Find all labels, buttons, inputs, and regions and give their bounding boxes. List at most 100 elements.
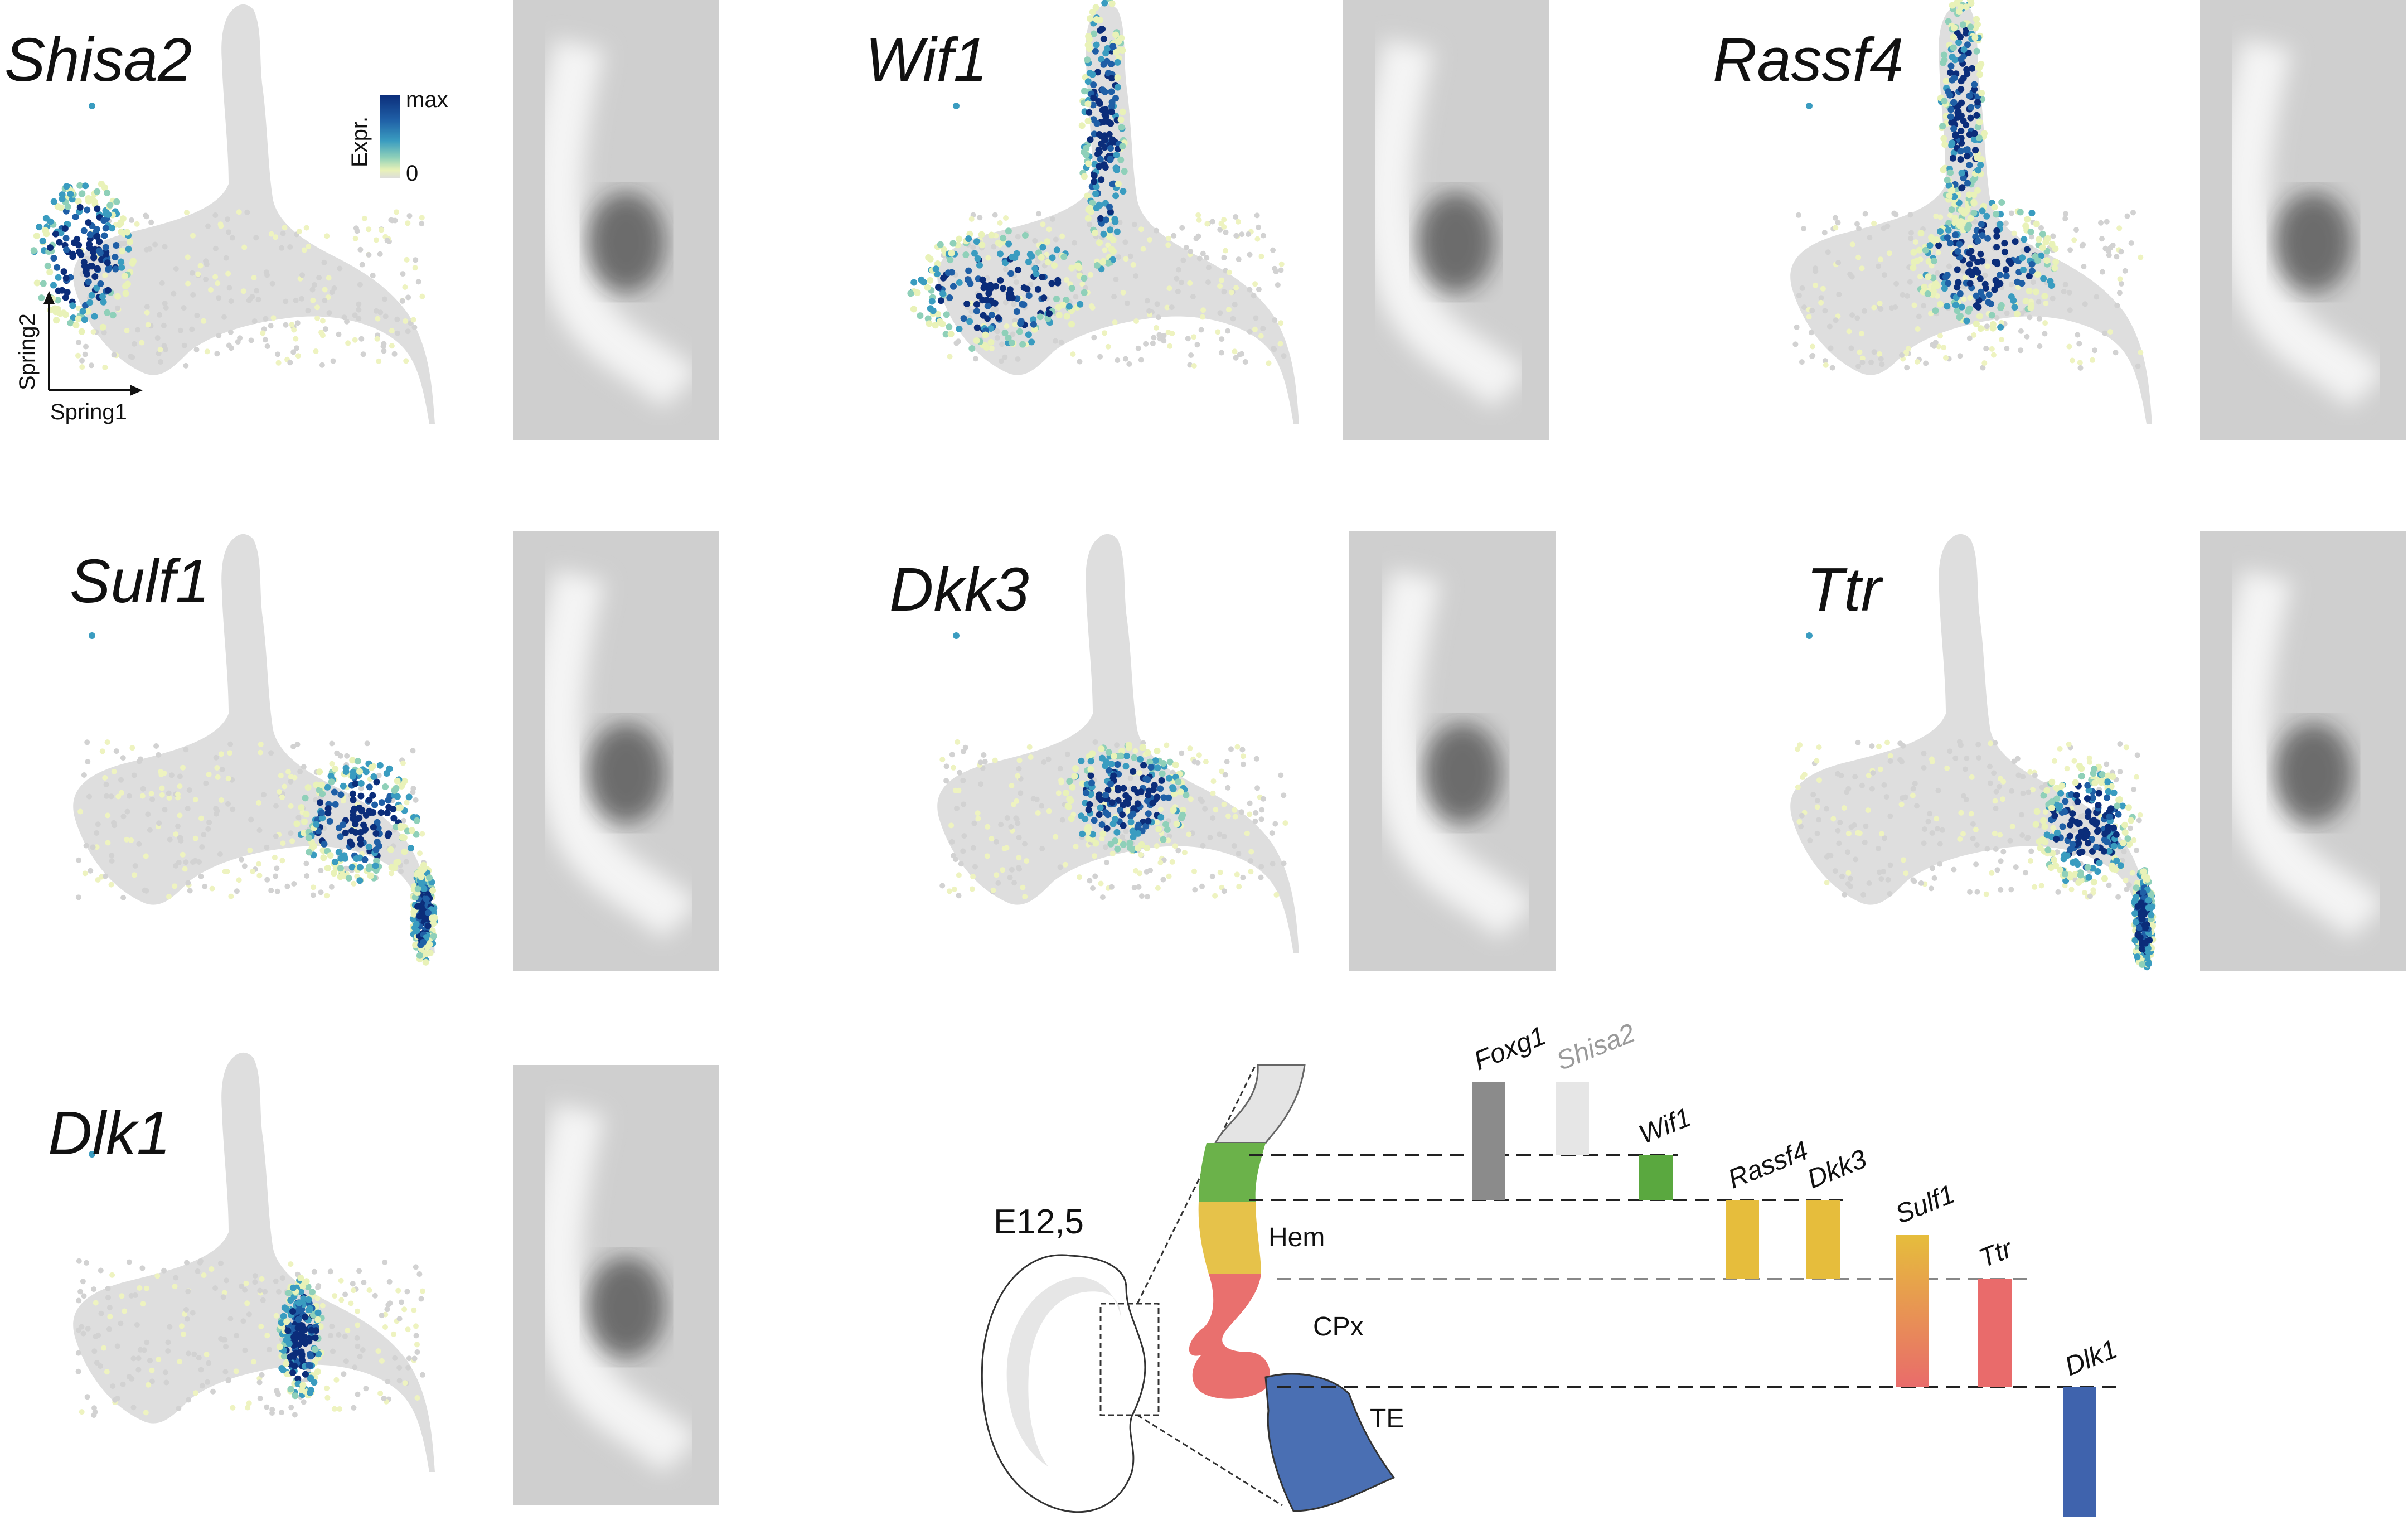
- cell-point: [1133, 273, 1139, 279]
- cell-point: [1929, 756, 1935, 762]
- cell-point: [185, 806, 191, 812]
- cell-point: [361, 1280, 367, 1285]
- expressing-cell-point: [2022, 298, 2029, 305]
- expressing-cell-point: [98, 256, 105, 263]
- cell-point: [1927, 811, 1933, 817]
- cell-point: [1798, 824, 1804, 830]
- expressing-cell-point: [84, 206, 91, 214]
- umap-plot-rassf4: [1790, 0, 2152, 424]
- cell-point: [1818, 295, 1824, 301]
- expressing-cell-point: [337, 833, 344, 840]
- expressing-cell-point: [1959, 21, 1966, 28]
- cell-point: [1221, 801, 1227, 807]
- cell-point: [366, 226, 372, 233]
- expressing-cell-point: [910, 279, 918, 286]
- expressing-cell-point: [326, 817, 333, 825]
- cell-point: [296, 229, 302, 235]
- cell-point: [330, 1348, 336, 1354]
- cell-point: [264, 1333, 270, 1339]
- cell-point: [193, 347, 200, 353]
- cell-point: [79, 357, 85, 364]
- cell-point: [359, 262, 365, 268]
- expressing-cell-point: [1090, 94, 1097, 101]
- cell-point: [213, 754, 219, 761]
- cell-point: [1254, 785, 1261, 791]
- cell-point: [184, 1260, 190, 1266]
- expressing-cell-point: [971, 250, 978, 257]
- cell-point: [1169, 859, 1175, 865]
- cell-point: [1015, 234, 1021, 240]
- cell-point: [269, 280, 275, 287]
- expressing-cell-point: [2066, 832, 2073, 840]
- cell-point: [374, 336, 380, 342]
- expressing-cell-point: [94, 188, 101, 195]
- cell-point: [1098, 880, 1104, 887]
- tissue-green-region: [1199, 1143, 1266, 1202]
- cell-point: [404, 800, 410, 806]
- expressing-cell-point: [1944, 303, 1951, 310]
- expressing-cell-point: [1085, 835, 1092, 843]
- cell-point: [1879, 361, 1885, 367]
- cell-point: [1102, 247, 1108, 253]
- expressing-cell-point: [307, 1353, 314, 1360]
- expressing-cell-point: [309, 1289, 316, 1296]
- expressing-cell-point: [1097, 804, 1104, 811]
- expressing-cell-point: [370, 824, 377, 831]
- cell-point: [1903, 349, 1910, 355]
- cell-point: [939, 883, 946, 889]
- expressing-cell-point: [1979, 232, 1986, 239]
- cell-point: [1835, 827, 1841, 834]
- cell-point: [1198, 327, 1204, 333]
- cell-point: [1799, 812, 1805, 819]
- cell-point: [1937, 861, 1943, 867]
- cell-point: [1962, 275, 1968, 281]
- cell-point: [1960, 831, 1966, 837]
- expressing-cell-point: [1108, 245, 1115, 253]
- cell-point: [1814, 798, 1820, 803]
- expressing-cell-point: [1001, 330, 1009, 336]
- cell-point: [287, 244, 293, 250]
- cell-point: [206, 819, 212, 825]
- expressing-cell-point: [357, 829, 364, 836]
- cell-point: [392, 217, 398, 224]
- expressing-cell-point: [2089, 818, 2096, 825]
- expressing-cell-point: [936, 318, 943, 325]
- cell-point: [994, 839, 1000, 845]
- cell-point: [1077, 359, 1083, 365]
- expressing-cell-point: [1978, 258, 1985, 265]
- cell-point: [1248, 858, 1254, 864]
- cell-point: [995, 880, 1001, 886]
- cell-point: [1036, 211, 1041, 217]
- cell-point: [249, 294, 255, 300]
- expressing-cell-point: [2051, 856, 2057, 864]
- cell-point: [1154, 820, 1160, 826]
- cell-point: [109, 1272, 115, 1278]
- cell-point: [1797, 742, 1803, 748]
- expressing-cell-point: [2099, 771, 2106, 778]
- cell-point: [246, 1311, 252, 1318]
- expressing-cell-point: [1092, 190, 1099, 197]
- cell-point: [185, 280, 191, 287]
- cell-point: [248, 337, 254, 343]
- expressing-cell-point: [33, 233, 40, 239]
- cell-point: [1855, 254, 1862, 260]
- cell-point: [1251, 293, 1257, 299]
- cell-point: [1844, 849, 1850, 855]
- expressing-cell-point: [361, 856, 369, 863]
- marker-bar-foxg1: [1472, 1082, 1505, 1200]
- cell-point: [128, 1292, 134, 1299]
- cell-point: [403, 318, 409, 324]
- cell-point: [413, 1264, 419, 1270]
- cell-point: [129, 354, 135, 360]
- cell-point: [2115, 894, 2121, 900]
- cell-point: [314, 315, 321, 321]
- expressing-cell-point: [2043, 831, 2051, 839]
- expressing-cell-point: [372, 830, 380, 837]
- expressing-cell-point: [1055, 312, 1063, 319]
- cell-point: [258, 749, 264, 756]
- cell-point: [989, 836, 995, 842]
- expressing-cell-point: [935, 284, 942, 291]
- cell-point: [1046, 808, 1052, 814]
- cell-point: [257, 1395, 263, 1401]
- expressing-cell-point: [306, 849, 313, 856]
